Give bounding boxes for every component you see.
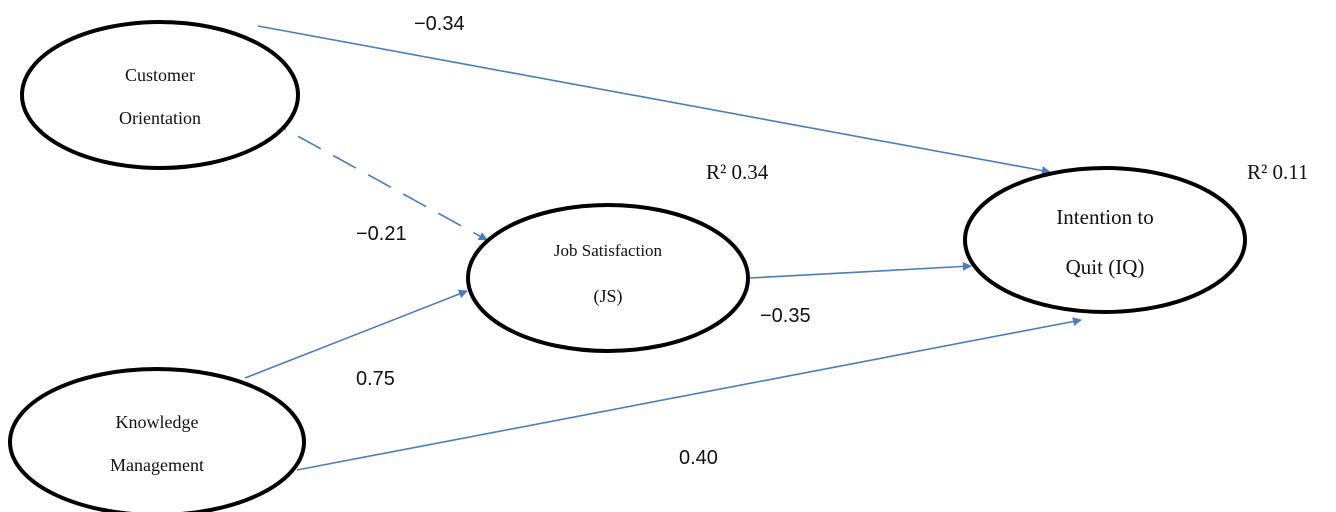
coef-co-to-iq: −0.34 [414, 13, 465, 35]
edge-co-to-iq [257, 25, 1051, 175]
node-intention-to-quit-line2: Quit (IQ) [1066, 255, 1145, 279]
node-knowledge-management-line2: Management [110, 455, 204, 475]
edge-js-to-iq [749, 261, 972, 279]
edge-km-to-iq [296, 317, 1082, 471]
node-knowledge-management: Knowledge Management [8, 367, 306, 512]
node-job-satisfaction: Job Satisfaction (JS) [466, 203, 750, 353]
iq-r-squared-label: R² 0.11 [1247, 160, 1309, 184]
coef-km-to-js: 0.75 [356, 368, 395, 390]
coef-km-to-iq: 0.40 [679, 447, 718, 469]
coef-js-to-iq: −0.35 [760, 305, 811, 327]
coef-co-to-js: −0.21 [356, 223, 407, 245]
node-knowledge-management-line1: Knowledge [116, 412, 199, 432]
js-r-squared-label: R² 0.34 [706, 160, 769, 184]
node-customer-orientation-line2: Orientation [119, 108, 201, 128]
node-customer-orientation: Customer Orientation [20, 20, 300, 170]
node-job-satisfaction-line1: Job Satisfaction [554, 241, 663, 260]
edge-co-to-js [262, 116, 488, 241]
edge-km-to-js [244, 289, 468, 379]
node-intention-to-quit-line1: Intention to [1056, 205, 1153, 229]
node-job-satisfaction-line2: (JS) [593, 286, 622, 307]
node-customer-orientation-line1: Customer [125, 65, 195, 85]
node-intention-to-quit: Intention to Quit (IQ) [963, 166, 1247, 314]
